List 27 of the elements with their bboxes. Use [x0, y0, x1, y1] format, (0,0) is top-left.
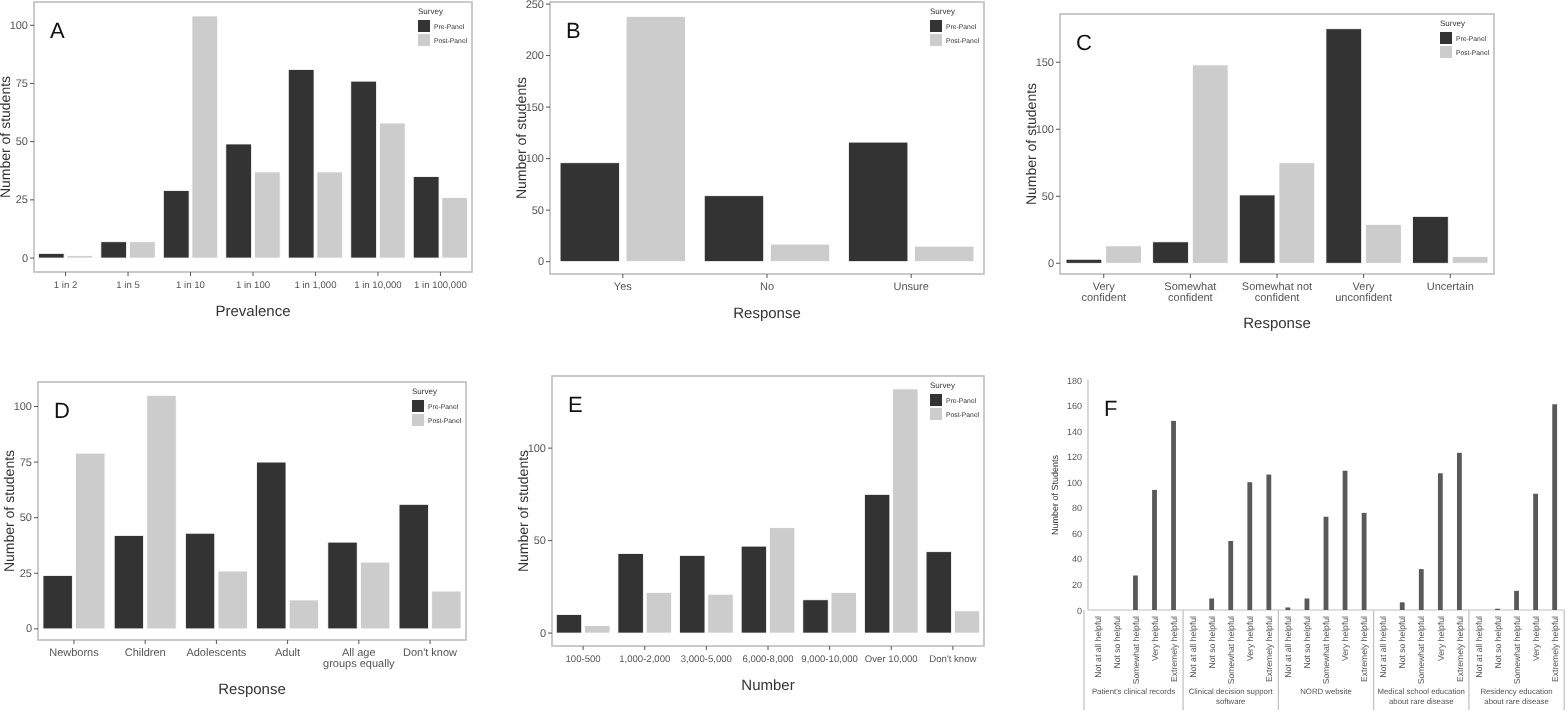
- bar: [1171, 420, 1176, 610]
- text: C: [1076, 32, 1092, 56]
- bar: [1247, 482, 1253, 610]
- text: E: [568, 394, 583, 418]
- bar: [1514, 590, 1519, 610]
- bar: [625, 16, 686, 263]
- bar: [1361, 512, 1367, 610]
- bar: [1266, 474, 1272, 610]
- text: D: [54, 400, 70, 424]
- text: A: [50, 20, 66, 44]
- text: F: [1104, 398, 1118, 422]
- bar: [1209, 598, 1215, 610]
- bar: [1133, 575, 1138, 610]
- bar: [914, 245, 975, 263]
- bar: [1399, 602, 1405, 610]
- bar: [1437, 473, 1443, 610]
- bar: [559, 162, 620, 263]
- bar: [848, 141, 909, 263]
- bar: [1418, 569, 1424, 610]
- bar: [1456, 452, 1462, 610]
- bar: [769, 243, 831, 263]
- bar: [1228, 541, 1234, 610]
- bar: [1533, 493, 1539, 610]
- bar: [703, 195, 765, 263]
- bar: [1152, 489, 1157, 610]
- bar: [1552, 404, 1558, 610]
- text: B: [566, 20, 581, 44]
